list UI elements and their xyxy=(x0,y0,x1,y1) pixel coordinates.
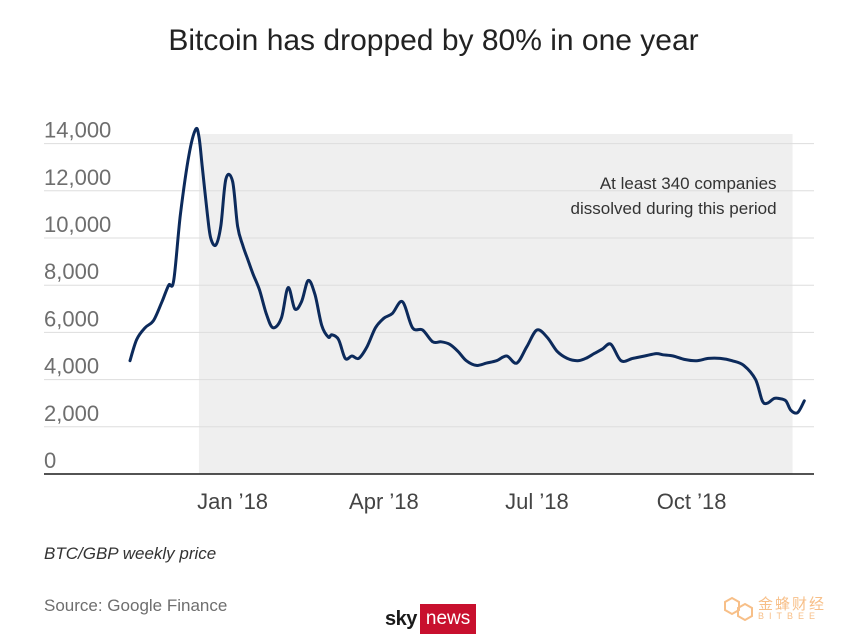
source-label: Source: Google Finance xyxy=(44,596,228,615)
watermark-cn: 金蜂财经 xyxy=(758,596,827,613)
y-tick-label: 12,000 xyxy=(44,165,111,190)
y-tick-label: 2,000 xyxy=(44,401,99,426)
logo-news-text: news xyxy=(419,604,477,634)
y-tick-label: 0 xyxy=(44,448,56,473)
x-tick-label: Jul ’18 xyxy=(505,489,569,514)
chart-note: BTC/GBP weekly price xyxy=(44,544,217,563)
sky-news-logo: sky news xyxy=(385,604,477,634)
y-tick-label: 4,000 xyxy=(44,354,99,379)
bee-icon xyxy=(724,596,753,622)
chart-title: Bitcoin has dropped by 80% in one year xyxy=(168,24,699,57)
y-axis: 0 2,000 4,000 6,000 8,000 10,000 12,000 14,000 xyxy=(44,118,111,473)
x-tick-label: Apr ’18 xyxy=(349,489,419,514)
x-tick-label: Jan ’18 xyxy=(197,489,268,514)
x-tick-label: Oct ’18 xyxy=(657,489,727,514)
series-line xyxy=(128,126,806,415)
y-tick-label: 8,000 xyxy=(44,259,99,284)
logo-sky-text: sky xyxy=(385,608,417,630)
y-tick-label: 10,000 xyxy=(44,212,111,237)
grid-lines xyxy=(44,143,814,428)
watermark-en: BITBEE xyxy=(758,611,821,621)
annotation-line: At least 340 companies xyxy=(600,174,777,193)
x-axis: Jan ’18 Apr ’18 Jul ’18 Oct ’18 xyxy=(197,489,726,514)
watermark: 金蜂财经 BITBEE xyxy=(724,596,826,622)
annotation: At least 340 companies dissolved during t… xyxy=(571,174,777,218)
annotation-line: dissolved during this period xyxy=(571,199,777,218)
y-tick-label: 6,000 xyxy=(44,306,99,331)
y-tick-label: 14,000 xyxy=(44,118,111,143)
